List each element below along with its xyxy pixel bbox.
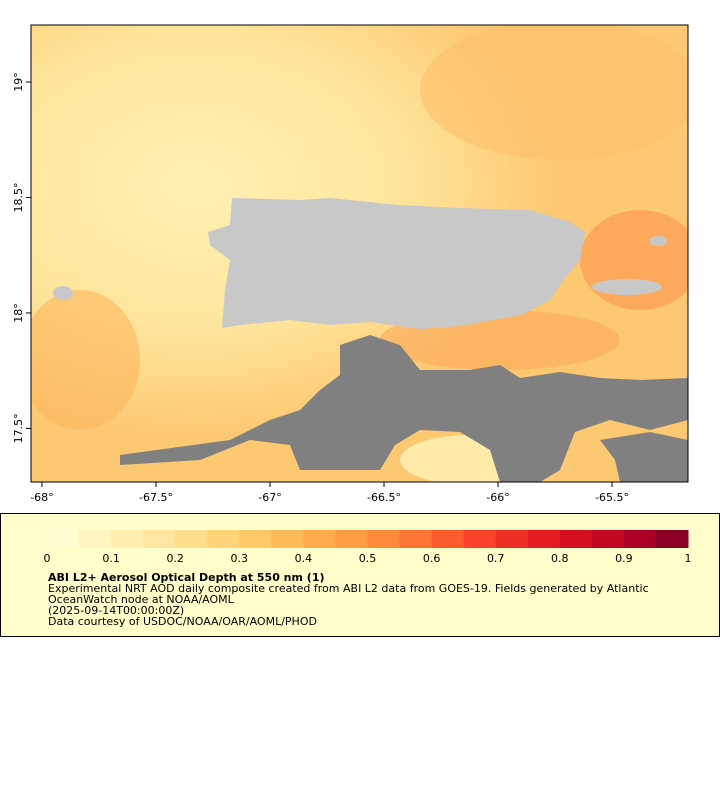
caption-line: OceanWatch node at NOAA/AOML xyxy=(48,593,235,606)
colorbar-tick-label: 0.4 xyxy=(295,552,313,565)
caption-line: (2025-09-14T00:00:00Z) xyxy=(48,604,184,617)
aerosol-patch xyxy=(31,290,140,430)
x-tick-label: -68° xyxy=(30,491,53,504)
colorbar-tick-label: 0.9 xyxy=(615,552,633,565)
aerosol-patch xyxy=(580,210,688,310)
colorbar-tick-label: 0.3 xyxy=(231,552,249,565)
colorbar-tick-label: 0.2 xyxy=(166,552,184,565)
colorbar-tick-label: 1 xyxy=(685,552,692,565)
axes: -68° -67.5° -67° -66.5° -66° -65.5° 17.5° 18° 18… xyxy=(12,72,629,504)
x-tick-label: -67.5° xyxy=(139,491,173,504)
colorbar-swatch xyxy=(495,530,529,548)
y-tick-label: 17.5° xyxy=(12,413,25,443)
colorbar-swatch xyxy=(239,530,272,548)
cloud-mask xyxy=(120,335,688,482)
colorbar-swatch xyxy=(111,530,144,548)
colorbar-swatch xyxy=(207,530,240,548)
x-tick-label: -65.5° xyxy=(595,491,629,504)
colorbar-tick-label: 0.5 xyxy=(359,552,377,565)
colorbar-swatch xyxy=(591,530,625,548)
y-tick-label: 19° xyxy=(12,72,25,92)
caption-line: Data courtesy of USDOC/NOAA/OAR/AOML/PHO… xyxy=(48,615,317,628)
colorbar-swatch xyxy=(79,530,112,548)
colorbar-swatch xyxy=(47,530,80,548)
y-tick-label: 18.5° xyxy=(12,183,25,213)
colorbar-swatch xyxy=(271,530,304,548)
land xyxy=(208,198,585,329)
colorbar-tick-label: 0.1 xyxy=(102,552,120,565)
map-frame xyxy=(30,24,689,483)
caption-line: Experimental NRT AOD daily composite cre… xyxy=(48,582,649,595)
x-tick-label: -67° xyxy=(258,491,281,504)
x-tick-label: -66.5° xyxy=(367,491,401,504)
land xyxy=(53,286,73,300)
caption-lines: Experimental NRT AOD daily composite cre… xyxy=(48,582,649,628)
colorbar-tick-label: 0.8 xyxy=(551,552,569,565)
map-field xyxy=(31,25,688,482)
colorbar-swatch xyxy=(431,530,465,548)
colorbar-swatch xyxy=(175,530,208,548)
caption-title: ABI L2+ Aerosol Optical Depth at 550 nm … xyxy=(48,571,325,584)
colorbar-tick-label: 0 xyxy=(44,552,51,565)
colorbar: 0 0.1 0.2 0.3 0.4 0.5 0.6 0.7 0.8 0.9 1 xyxy=(44,530,692,565)
colorbar-swatch xyxy=(399,530,433,548)
colorbar-swatch xyxy=(463,530,497,548)
colorbar-swatch xyxy=(655,530,689,548)
cloud-mask xyxy=(600,432,688,482)
aerosol-patch xyxy=(420,25,688,160)
colorbar-swatch xyxy=(527,530,561,548)
land xyxy=(592,279,662,295)
colorbar-tick-label: 0.6 xyxy=(423,552,441,565)
colorbar-swatch xyxy=(623,530,657,548)
x-tick-label: -66° xyxy=(486,491,509,504)
colorbar-swatch xyxy=(143,530,176,548)
land xyxy=(649,236,667,246)
colorbar-swatch xyxy=(367,530,401,548)
colorbar-swatch xyxy=(335,530,368,548)
colorbar-tick-label: 0.7 xyxy=(487,552,505,565)
colorbar-swatch xyxy=(303,530,336,548)
y-tick-label: 18° xyxy=(12,303,25,323)
colorbar-swatch xyxy=(559,530,593,548)
